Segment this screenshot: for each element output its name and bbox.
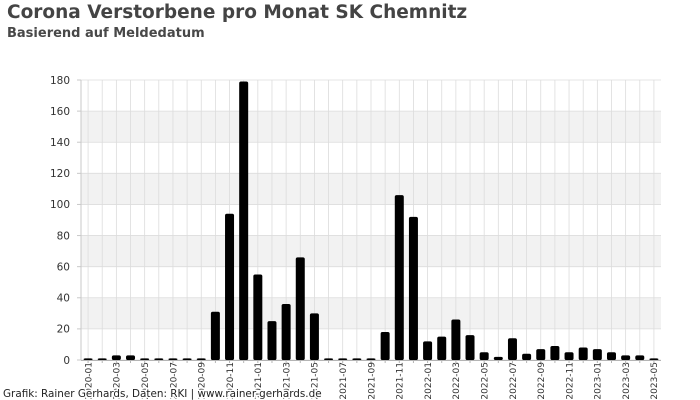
- y-tick-label: 0: [63, 355, 70, 367]
- x-tick-label: 2020-11: [226, 362, 236, 400]
- bar: [649, 358, 659, 360]
- bar: [479, 352, 489, 360]
- x-tick-label: 2021-05: [311, 362, 321, 400]
- bar: [578, 347, 588, 360]
- x-tick-label: 2023-05: [650, 362, 660, 400]
- bar: [225, 213, 235, 360]
- bar: [196, 358, 206, 360]
- x-tick-label: 2020-09: [198, 362, 208, 400]
- bar: [536, 349, 546, 360]
- bar: [352, 358, 362, 360]
- plot-area: 0 20 40 60 80 100 120 140 160 180 2020-01 2020-03 20…: [50, 75, 661, 400]
- bar: [253, 274, 263, 360]
- bar: [154, 358, 164, 360]
- x-tick-label: 2021-11: [396, 362, 406, 400]
- bar: [267, 321, 277, 360]
- bar: [366, 358, 376, 360]
- bar: [380, 332, 390, 360]
- bar: [210, 311, 220, 360]
- x-tick-label: 2023-01: [594, 362, 604, 400]
- bar: [338, 358, 348, 360]
- x-tick-label: 2021-09: [367, 362, 377, 400]
- y-tick-label: 120: [50, 168, 70, 180]
- bar: [507, 338, 517, 360]
- bar: [606, 352, 616, 360]
- bar: [465, 335, 475, 360]
- bar: [168, 358, 178, 360]
- x-tick-label: 2020-03: [113, 362, 123, 400]
- x-tick-label: 2022-03: [452, 362, 462, 400]
- bar: [394, 195, 404, 360]
- bar: [309, 313, 319, 360]
- y-tick-label: 60: [57, 261, 70, 273]
- bar: [126, 355, 136, 360]
- bar: [451, 319, 461, 360]
- bar: [592, 349, 602, 360]
- bar: [295, 257, 305, 360]
- y-tick-label: 40: [57, 293, 70, 305]
- x-tick-label: 2022-11: [565, 362, 575, 400]
- y-tick-label: 80: [57, 230, 70, 242]
- bar: [182, 358, 192, 360]
- bar: [111, 355, 121, 360]
- x-tick-label: 2021-01: [254, 362, 264, 400]
- bar: [621, 355, 631, 360]
- y-tick-label: 20: [57, 324, 70, 336]
- bar: [493, 356, 503, 360]
- bar: [281, 304, 291, 360]
- bar: [239, 81, 249, 361]
- bar: [564, 352, 574, 360]
- bar: [324, 358, 334, 360]
- x-tick-label: 2022-09: [537, 362, 547, 400]
- x-tick-label: 2021-03: [282, 362, 292, 400]
- bar: [83, 358, 93, 360]
- bar: [408, 216, 418, 360]
- y-tick-label: 160: [50, 106, 70, 118]
- x-tick-label: 2021-07: [339, 362, 349, 400]
- y-tick-label: 180: [50, 75, 70, 87]
- x-tick-label: 2022-05: [480, 362, 490, 400]
- bar: [97, 358, 107, 360]
- bar: [635, 355, 645, 360]
- bar: [522, 353, 532, 360]
- chart-subtitle: Basierend auf Meldedatum: [7, 26, 205, 41]
- y-tick-label: 100: [50, 199, 70, 211]
- chart-title: Corona Verstorbene pro Monat SK Chemnitz: [7, 2, 468, 23]
- bar: [550, 346, 560, 360]
- x-tick-label: 2020-01: [84, 362, 94, 400]
- x-tick-label: 2020-05: [141, 362, 151, 400]
- source-credit: Grafik: Rainer Gerhards, Daten: RKI | ww…: [3, 388, 322, 400]
- y-tick-label: 140: [50, 137, 70, 149]
- x-tick-label: 2022-07: [509, 362, 519, 400]
- x-tick-label: 2020-07: [169, 362, 179, 400]
- x-tick-label: 2023-03: [622, 362, 632, 400]
- bar: [140, 358, 150, 360]
- x-tick-label: 2022-01: [424, 362, 434, 400]
- bar: [437, 336, 447, 360]
- bar: [423, 341, 433, 360]
